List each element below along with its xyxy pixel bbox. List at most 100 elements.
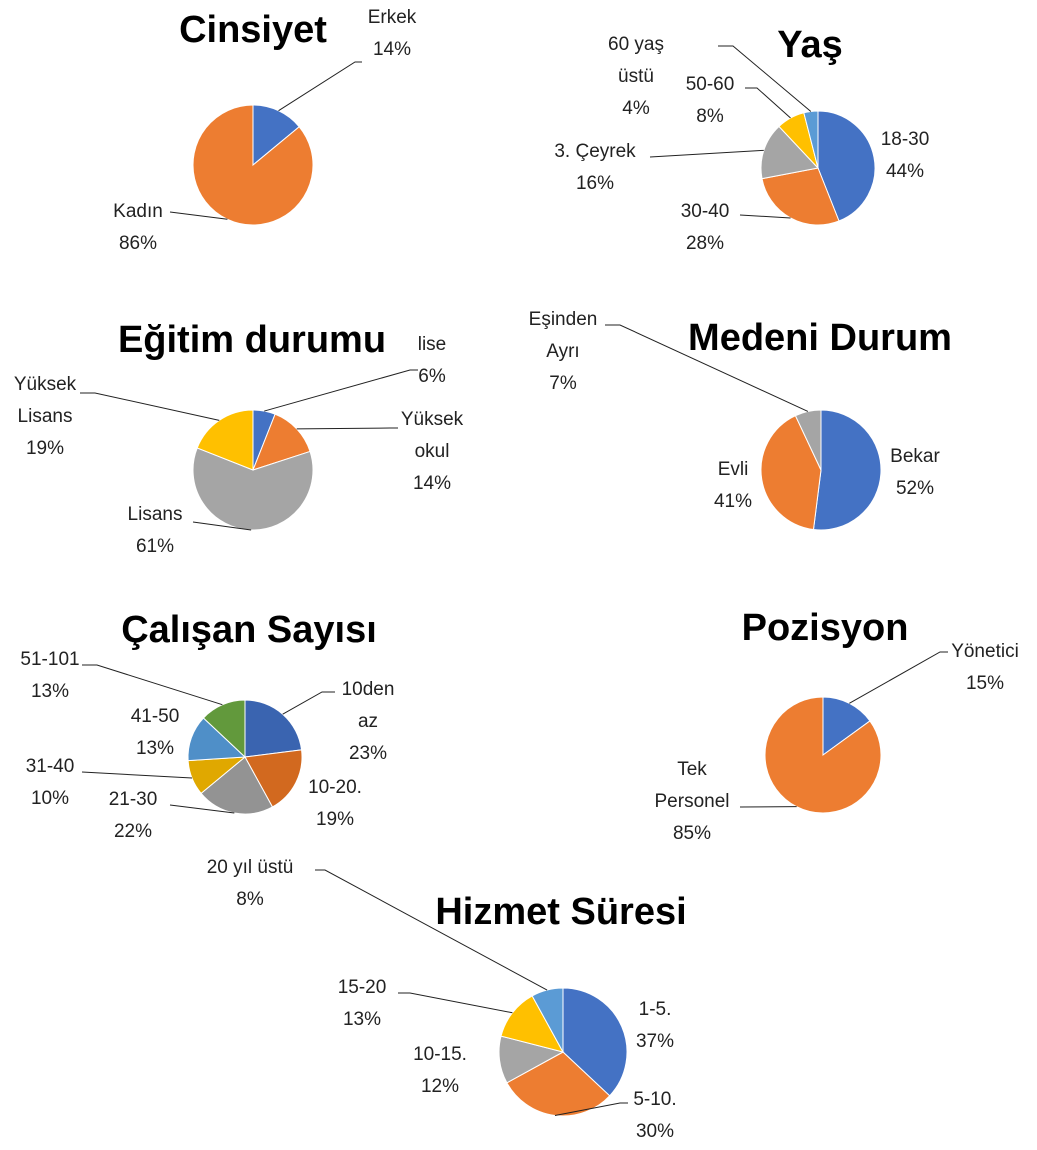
slice-category: lise (417, 334, 447, 355)
slice-label: 20 yıl üstü 8% (207, 852, 294, 916)
slice-value: 8% (696, 106, 724, 127)
slice-category: 51-101 (20, 649, 80, 670)
leader-line (81, 771, 193, 779)
leader-line (278, 61, 362, 112)
slice-value: 37% (635, 1031, 675, 1052)
leader-line (315, 869, 548, 991)
pie-slice (192, 104, 314, 226)
leader-line (296, 427, 398, 430)
slice-category: Tek Personel (654, 759, 730, 812)
slice-category: 1-5. (638, 999, 672, 1020)
slice-value: 8% (236, 889, 264, 910)
slice-category: 21-30 (108, 789, 158, 810)
slice-value: 52% (895, 478, 935, 499)
slice-category: Yüksek okul (400, 409, 464, 462)
slice-category: Yüksek Lisans (13, 374, 77, 427)
slice-value: 44% (885, 161, 925, 182)
slice-label: 41-50 13% (131, 701, 180, 765)
slice-label: 1-5. 37% (636, 994, 674, 1058)
chart-title: Pozisyon (741, 607, 909, 649)
slice-label: 30-40 28% (681, 196, 730, 260)
slice-value: 16% (575, 173, 615, 194)
slice-category: Evli (717, 459, 749, 480)
leader-line (849, 651, 948, 704)
leader-line (169, 804, 235, 814)
slice-label: 10den az 23% (342, 674, 395, 770)
slice-label: Yüksek Lisans 19% (14, 369, 76, 465)
slice-label: Erkek 14% (368, 2, 417, 66)
slice-category: 3. Çeyrek (554, 141, 636, 162)
pie-slice (760, 415, 822, 531)
leader-line (169, 211, 228, 220)
slice-category: Kadın (113, 201, 163, 222)
pie-slice (817, 110, 876, 222)
slice-category: Lisans (127, 504, 183, 525)
pie-slice (803, 110, 819, 169)
slice-label: 31-40 10% (26, 751, 75, 815)
slice-value: 13% (342, 1009, 382, 1030)
slice-category: 31-40 (25, 756, 75, 777)
slice-category: 10-20. (308, 777, 362, 798)
slice-category: Eşinden Ayrı (528, 309, 598, 362)
pie-slice (812, 409, 882, 531)
leader-line (739, 214, 791, 219)
slice-category: 41-50 (130, 706, 180, 727)
slice-value: 61% (135, 536, 175, 557)
slice-label: Lisans 61% (128, 499, 183, 563)
slice-label: Yönetici 15% (951, 636, 1019, 700)
slice-category: 50-60 (685, 74, 735, 95)
leader-line (82, 664, 223, 706)
leader-line (718, 45, 812, 112)
slice-category: 5-10. (633, 1089, 677, 1110)
slice-value: 7% (549, 373, 577, 394)
slice-value: 19% (25, 438, 65, 459)
slice-label: Evli 41% (714, 454, 752, 518)
slice-category: Bekar (890, 446, 940, 467)
pie-slice (822, 696, 871, 756)
slice-value: 19% (315, 809, 355, 830)
slice-category: 20 yıl üstü (206, 857, 294, 878)
leader-line (649, 149, 764, 158)
slice-label: 18-30 44% (881, 124, 930, 188)
chart-title: Yaş (777, 24, 843, 66)
leader-line (80, 392, 220, 421)
slice-label: Tek Personel 85% (655, 754, 730, 850)
pie-slice (562, 987, 628, 1097)
slice-category: 10-15. (413, 1044, 467, 1065)
leader-line (282, 691, 335, 715)
slice-value: 14% (372, 39, 412, 60)
slice-category: 18-30 (880, 129, 930, 150)
slice-label: 3. Çeyrek 16% (554, 136, 635, 200)
slice-value: 12% (420, 1076, 460, 1097)
slice-label: 10-20. 19% (308, 772, 362, 836)
leader-line (398, 992, 513, 1014)
chart-title: Çalışan Sayısı (121, 609, 377, 651)
chart-title: Eğitim durumu (117, 319, 387, 361)
pie-slice (244, 749, 303, 808)
slice-label: Yüksek okul 14% (401, 404, 463, 500)
leader-line (605, 324, 809, 412)
slice-label: 10-15. 12% (413, 1039, 467, 1103)
pie-slice (764, 696, 882, 814)
pie-slice (252, 104, 300, 167)
slice-label: Eşinden Ayrı 7% (529, 304, 598, 400)
slice-value: 22% (113, 821, 153, 842)
slice-label: 51-101 13% (20, 644, 79, 708)
slice-label: lise 6% (418, 329, 447, 393)
slice-value: 4% (622, 98, 650, 119)
slice-value: 13% (30, 681, 70, 702)
slice-category: 60 yaş üstü (608, 34, 664, 87)
slice-category: 30-40 (680, 201, 730, 222)
leader-line (554, 1102, 628, 1116)
slice-value: 30% (635, 1121, 675, 1142)
slice-label: Bekar 52% (890, 441, 940, 505)
pie-slice (760, 125, 819, 180)
pie-slice (200, 756, 274, 815)
slice-value: 41% (713, 491, 753, 512)
chart-title: Hizmet Süresi (435, 891, 687, 933)
slice-label: 5-10. 30% (633, 1084, 676, 1148)
pie-slice (761, 167, 840, 226)
slice-value: 14% (412, 473, 452, 494)
